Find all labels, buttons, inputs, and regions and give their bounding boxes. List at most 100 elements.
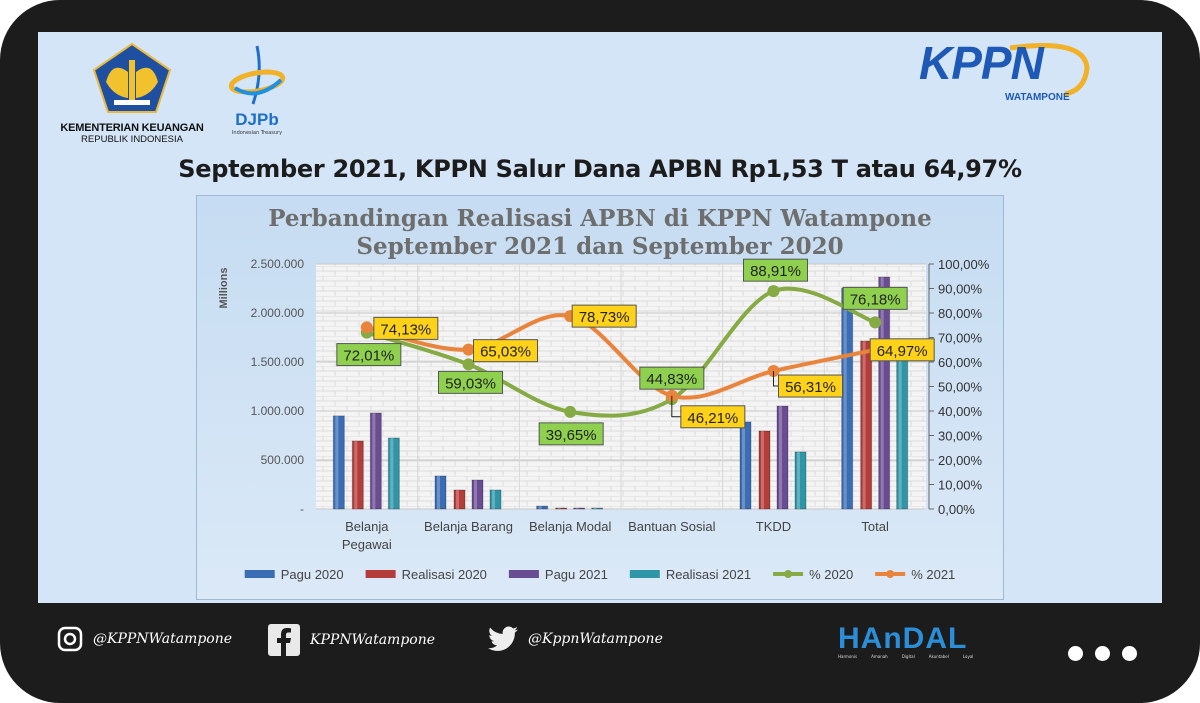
y2-tick-label: 70,00% — [938, 331, 983, 346]
bar-highlight — [742, 421, 745, 509]
y-tick-label: 1.500.000 — [251, 355, 305, 369]
legend-label: % 2020 — [809, 567, 853, 582]
kppn-logo: KPPN WATAMPONE — [915, 40, 1095, 106]
data-label-box-pct-2021 — [680, 405, 746, 429]
y-axis-label: Millions — [218, 268, 230, 309]
twitter-handle: @KppnWatampone — [528, 631, 663, 647]
bar-highlight — [880, 277, 884, 509]
x-tick-label: Belanja Modal — [529, 519, 611, 534]
y2-tick-label: 40,00% — [938, 404, 983, 419]
bar-highlight — [335, 415, 339, 509]
bar-realisasi-2021 — [387, 437, 400, 510]
y2-tick-label: 30,00% — [938, 429, 983, 444]
data-label-pct-2021: 65,03% — [480, 344, 531, 361]
legend-swatch — [244, 570, 275, 578]
dot-icon — [1122, 646, 1137, 661]
ministry-logo: KEMENTERIAN KEUANGAN REPUBLIK INDONESIA — [52, 42, 212, 145]
x-tick-label: Belanja Barang — [424, 519, 513, 534]
chart-subtitle: September 2021 dan September 2020 — [356, 233, 843, 260]
bar-highlight — [575, 508, 579, 509]
x-tick-label: TKDD — [756, 519, 791, 534]
djpb-logo: DJPb Indonesian Treasury — [222, 44, 292, 136]
handal-text: HAnDAL — [838, 622, 968, 655]
facebook-link[interactable]: KPPNWatampone — [268, 624, 435, 656]
data-label-pct-2021: 64,97% — [877, 343, 928, 360]
bar-highlight — [779, 406, 782, 509]
handal-word: Amanah — [871, 654, 888, 659]
bar-realisasi-2021 — [489, 489, 502, 510]
marker-pct-2021 — [462, 343, 475, 356]
bar-realisasi-2021 — [896, 357, 909, 510]
y2-tick-label: 10,00% — [938, 478, 983, 493]
leader-line — [671, 395, 683, 418]
data-label-pct-2021: 78,73% — [579, 309, 630, 326]
marker-pct-2020 — [564, 405, 577, 418]
y2-tick-label: 100,00% — [938, 257, 990, 272]
handal-word: Akuntabel — [928, 654, 949, 659]
bar-highlight — [390, 438, 394, 509]
bar-highlight — [456, 489, 459, 509]
bar-highlight — [492, 489, 495, 509]
marker-pct-2021 — [360, 321, 373, 334]
line-pct-2021 — [366, 313, 876, 400]
dot-icon — [1068, 646, 1083, 661]
legend-label: Pagu 2021 — [545, 567, 608, 582]
marker-pct-2020 — [869, 316, 882, 329]
data-label-box-pct-2020 — [538, 422, 604, 446]
bar-realisasi-2021 — [591, 507, 604, 510]
chart-title: Perbandingan Realisasi APBN di KPPN Wata… — [268, 205, 932, 232]
y-tick-label: - — [300, 502, 304, 516]
bar-pagu-2020 — [434, 475, 447, 510]
facebook-handle: KPPNWatampone — [310, 632, 436, 648]
bar-highlight — [372, 412, 376, 509]
data-label-box-pct-2020 — [336, 343, 402, 367]
x-tick-label: Belanja — [345, 519, 389, 534]
more-menu-button[interactable] — [1068, 646, 1137, 661]
legend-swatch — [629, 570, 660, 578]
bar-highlight — [843, 288, 847, 509]
data-label-pct-2021: 46,21% — [687, 410, 738, 427]
djpb-subtext: Indonesian Treasury — [231, 130, 283, 136]
handal-word: Harmonis — [838, 654, 858, 659]
data-label-box-pct-2021 — [373, 316, 439, 340]
y-tick-label: 2.500.000 — [251, 257, 305, 271]
legend-label: Pagu 2020 — [281, 567, 344, 582]
bar-pagu-2021 — [878, 276, 891, 510]
bar-pagu-2021 — [471, 479, 484, 510]
marker-pct-2020 — [767, 285, 780, 298]
ministry-emblem-icon — [92, 42, 172, 113]
instagram-icon — [57, 626, 83, 652]
chart-container: Perbandingan Realisasi APBN di KPPN Wata… — [196, 195, 1004, 600]
data-label-box-pct-2021 — [869, 338, 935, 362]
twitter-link[interactable]: @KppnWatampone — [488, 626, 663, 652]
chart: Perbandingan Realisasi APBN di KPPN Wata… — [218, 205, 990, 582]
y2-tick-label: 60,00% — [938, 355, 983, 370]
y2-tick-label: 20,00% — [938, 453, 983, 468]
y-tick-label: 2.000.000 — [251, 306, 305, 320]
bar-realisasi-2020 — [351, 440, 364, 510]
bar-pagu-2020 — [841, 287, 854, 510]
y-tick-label: 1.000.000 — [251, 404, 305, 418]
data-label-pct-2020: 76,18% — [850, 291, 901, 308]
legend-label: Realisasi 2020 — [402, 567, 487, 582]
legend-label: Realisasi 2021 — [666, 567, 751, 582]
ministry-country: REPUBLIK INDONESIA — [81, 134, 183, 145]
instagram-link[interactable]: @KPPNWatampone — [57, 626, 232, 652]
bar-highlight — [898, 358, 902, 509]
djpb-text: DJPb — [235, 110, 279, 129]
djpb-emblem-icon — [228, 45, 286, 105]
headline: September 2021, KPPN Salur Dana APBN Rp1… — [178, 155, 1022, 183]
data-label-box-pct-2020 — [438, 370, 503, 394]
legend-label: % 2021 — [911, 567, 955, 582]
bar-realisasi-2020 — [860, 340, 873, 510]
dot-icon — [1095, 646, 1110, 661]
bar-highlight — [437, 475, 440, 509]
data-label-pct-2020: 44,83% — [646, 371, 697, 388]
data-label-pct-2021: 74,13% — [380, 321, 431, 338]
x-tick-label: Bantuan Sosial — [628, 519, 716, 534]
handal-logo: HAnDAL Harmonis Amanah Digital Akuntabel… — [838, 622, 973, 660]
bar-pagu-2021 — [369, 412, 382, 510]
line-pct-2020 — [366, 286, 876, 418]
data-label-pct-2020: 72,01% — [343, 348, 394, 365]
bar-highlight — [538, 506, 542, 509]
